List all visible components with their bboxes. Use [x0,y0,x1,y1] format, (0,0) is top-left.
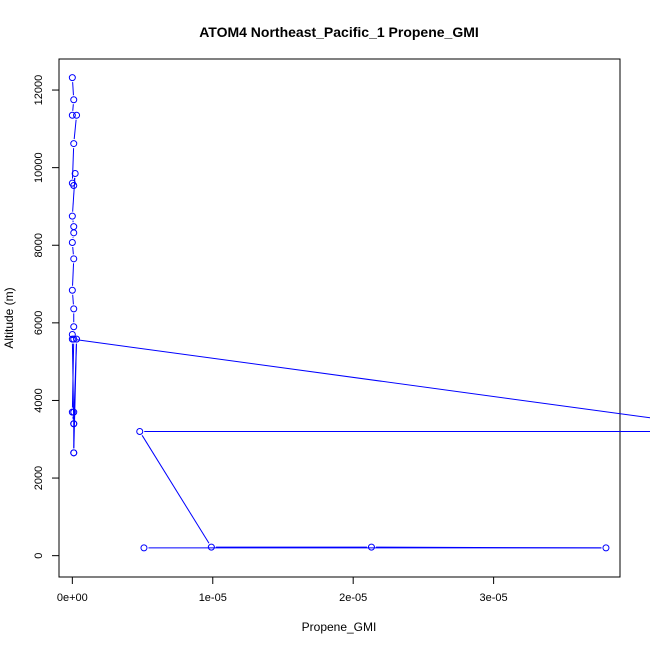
data-point [207,543,215,551]
plot-frame [58,58,621,578]
data-point [73,335,81,343]
y-tick-label: 4000 [33,388,45,412]
data-point [68,111,76,119]
series-segment [72,82,74,96]
series-segment [72,246,74,255]
series-segment [72,104,74,111]
y-axis: 0 2000 4000 6000 8000 10000 12000 [33,75,60,559]
y-tick-label: 12000 [33,75,45,106]
x-axis-label: Propene_GMI [302,620,377,634]
data-point [68,212,76,220]
data-point [73,111,81,119]
data-point [71,169,79,177]
series-lines [71,82,650,549]
data-point [68,286,76,294]
data-point [140,544,148,552]
series-segment [73,343,77,449]
series-segment [72,177,76,212]
data-point [70,181,78,189]
y-tick-label: 10000 [33,152,45,183]
series-segment [76,339,650,419]
y-tick-label: 8000 [33,233,45,257]
y-tick-label: 6000 [33,311,45,335]
data-point [367,543,375,551]
chart-title: ATOM4 Northeast_Pacific_1 Propene_GMI [199,24,479,40]
series-segment [71,343,75,420]
series-segment [72,294,74,305]
data-point [70,449,78,457]
data-point [70,408,78,416]
y-axis-label: Altitude (m) [2,287,16,348]
data-point [68,239,76,247]
data-point [70,323,78,331]
x-axis: 0e+00 1e-05 2e-05 3e-05 [57,576,508,604]
data-point [68,335,76,343]
data-point [70,223,78,231]
data-point [70,305,78,313]
x-tick-label: 3e-05 [480,592,508,604]
data-point [70,255,78,263]
data-point [70,420,78,428]
y-tick-label: 0 [33,553,45,559]
series-segment [72,263,75,286]
data-point [70,96,78,104]
x-tick-label: 2e-05 [339,592,367,604]
data-point [68,74,76,82]
series-segment [73,119,77,140]
y-tick-label: 2000 [33,466,45,490]
series-segment [72,148,75,179]
data-point [70,229,78,237]
data-point [136,427,144,435]
data-point [70,140,78,148]
data-point [68,330,76,338]
series-segment [141,435,210,544]
x-tick-label: 1e-05 [199,592,227,604]
data-point [602,544,610,552]
x-tick-label: 0e+00 [57,592,88,604]
series-points [68,74,610,552]
